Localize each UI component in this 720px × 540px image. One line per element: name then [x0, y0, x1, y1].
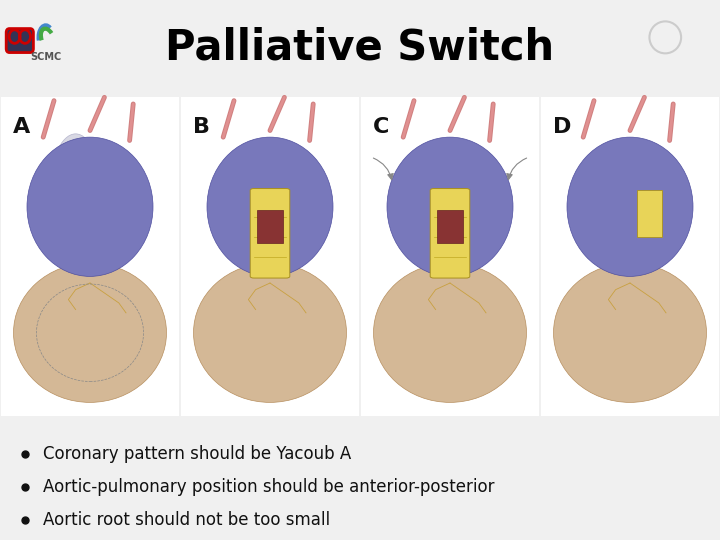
Ellipse shape — [14, 263, 166, 402]
Text: D: D — [553, 117, 572, 137]
FancyBboxPatch shape — [431, 188, 470, 278]
FancyBboxPatch shape — [181, 97, 359, 416]
Ellipse shape — [194, 263, 346, 402]
Ellipse shape — [207, 137, 333, 276]
Ellipse shape — [567, 137, 693, 276]
Text: B: B — [193, 117, 210, 137]
Ellipse shape — [387, 137, 513, 276]
Text: C: C — [373, 117, 390, 137]
FancyBboxPatch shape — [541, 97, 719, 416]
Text: Aortic-pulmonary position should be anterior-posterior: Aortic-pulmonary position should be ante… — [43, 478, 495, 496]
FancyBboxPatch shape — [251, 188, 289, 278]
Ellipse shape — [27, 137, 153, 276]
Ellipse shape — [48, 134, 102, 260]
FancyBboxPatch shape — [637, 190, 662, 237]
FancyBboxPatch shape — [437, 210, 463, 243]
FancyBboxPatch shape — [6, 29, 33, 52]
Text: SCMC: SCMC — [30, 52, 61, 62]
Text: Palliative Switch: Palliative Switch — [166, 26, 554, 68]
FancyBboxPatch shape — [257, 210, 283, 243]
Ellipse shape — [374, 263, 526, 402]
Text: Aortic root should not be too small: Aortic root should not be too small — [43, 511, 330, 529]
Text: A: A — [13, 117, 30, 137]
FancyBboxPatch shape — [361, 97, 539, 416]
Ellipse shape — [554, 263, 706, 402]
FancyBboxPatch shape — [1, 97, 179, 416]
Text: Coronary pattern should be Yacoub A: Coronary pattern should be Yacoub A — [43, 445, 351, 463]
